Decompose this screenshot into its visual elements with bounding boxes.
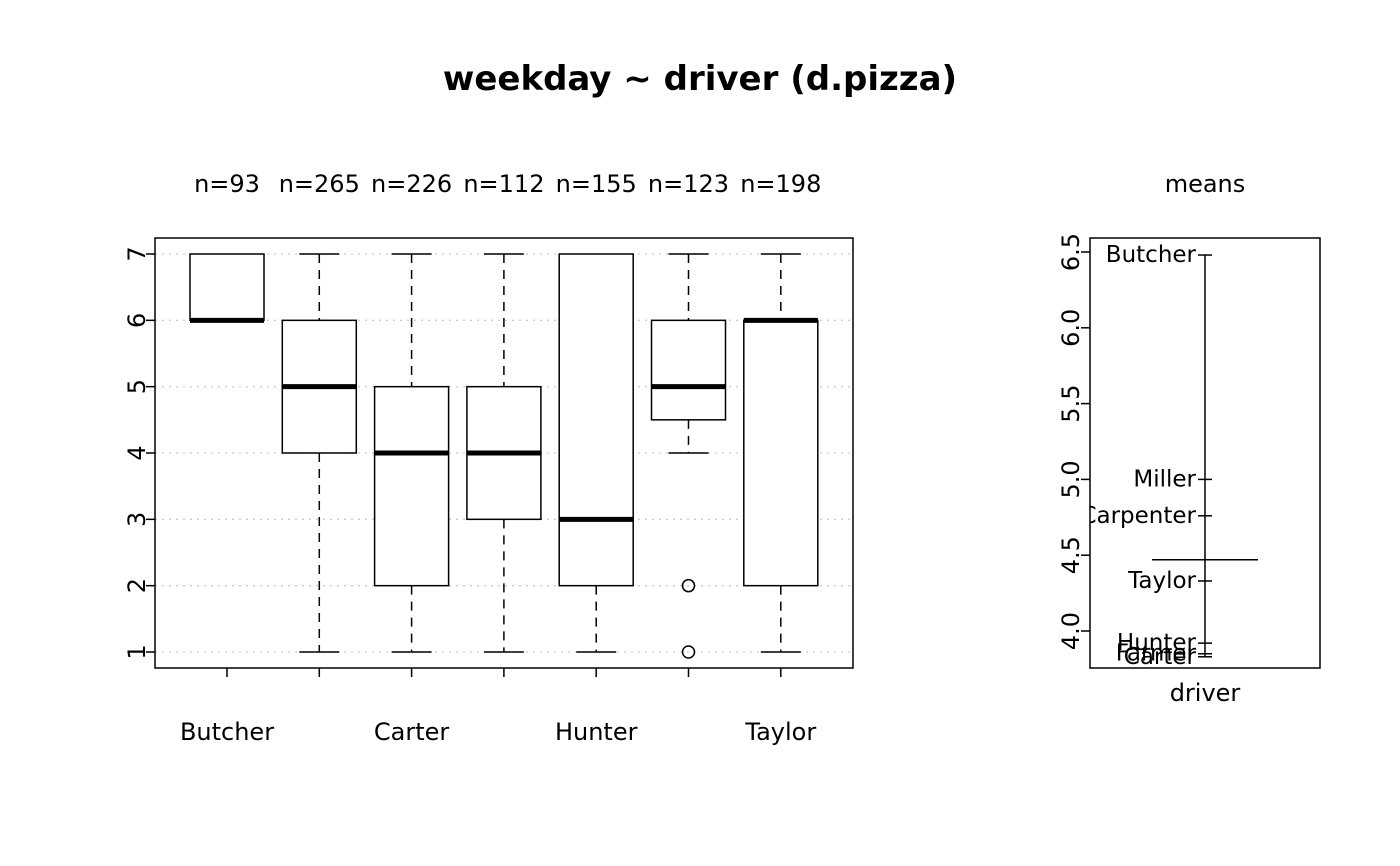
box-farmer: [466, 253, 542, 653]
box-miller: [650, 253, 727, 659]
mean-marker-carpenter: Carpenter: [1080, 503, 1212, 529]
count-label: n=226: [371, 170, 452, 198]
gridlines: [155, 253, 853, 653]
box-taylor: [743, 253, 819, 653]
iqr-box: [743, 319, 819, 587]
y-tick-label: 5: [123, 379, 151, 394]
mean-label: Carpenter: [1080, 503, 1196, 529]
means-panel: means driver 4.0 4.5 5.0 5.5 6.0 6.5 Butcher Mill…: [1057, 170, 1321, 707]
x-tick-label: Butcher: [180, 718, 274, 746]
outlier-point: [681, 578, 696, 593]
count-label: n=112: [463, 170, 544, 198]
mean-marker-butcher: Butcher: [1106, 242, 1212, 268]
boxplot-panel: 1 2 3 4 5 6 7 Butcher Carter Hunter Taylor n=93 n=26…: [123, 170, 854, 746]
box-butcher: [189, 253, 265, 323]
count-label: n=265: [279, 170, 360, 198]
y-tick-label: 4.0: [1057, 612, 1085, 650]
count-label: n=155: [556, 170, 637, 198]
mean-marker-carter: Carter: [1124, 644, 1212, 670]
box-carter: [373, 253, 450, 653]
x-axis: Butcher Carter Hunter Taylor: [180, 668, 816, 746]
y-tick-label: 5.5: [1057, 385, 1085, 423]
mean-label: Hunter: [1117, 630, 1197, 656]
y-tick-label: 6: [123, 313, 151, 328]
y-tick-label: 4.5: [1057, 536, 1085, 574]
x-tick-label: Hunter: [555, 718, 638, 746]
mean-marker-taylor: Taylor: [1127, 568, 1212, 594]
y-tick-label: 7: [123, 246, 151, 261]
mean-marker-miller: Miller: [1133, 466, 1212, 492]
count-label: n=198: [740, 170, 821, 198]
count-label: n=123: [648, 170, 729, 198]
x-tick-label: Taylor: [744, 718, 816, 746]
box-carpenter: [281, 253, 358, 653]
y-axis: 1 2 3 4 5 6 7: [123, 246, 155, 660]
mean-marker-farmer: Farmer: [1116, 641, 1212, 667]
y-tick-label: 6.0: [1057, 309, 1085, 347]
y-tick-label: 2: [123, 578, 151, 593]
iqr-box: [189, 253, 265, 322]
means-panel-title: means: [1165, 170, 1246, 198]
mean-label: Taylor: [1127, 568, 1196, 594]
count-labels: n=93 n=265 n=226 n=112 n=155 n=123 n=198: [194, 170, 821, 198]
mean-markers: Butcher Miller Carpenter Taylor HunterFarmer…: [1080, 242, 1212, 670]
mean-label: Miller: [1133, 466, 1196, 492]
y-tick-label: 6.5: [1057, 233, 1085, 271]
mean-label: Butcher: [1106, 242, 1197, 268]
iqr-box: [650, 319, 727, 421]
count-label: n=93: [194, 170, 260, 198]
y-tick-label: 4: [123, 445, 151, 460]
iqr-box: [558, 253, 634, 587]
outlier-point: [681, 645, 696, 659]
x-tick-label: Carter: [374, 718, 450, 746]
mean-marker-hunter: Hunter: [1117, 630, 1212, 656]
means-y-axis: 4.0 4.5 5.0 5.5 6.0 6.5: [1057, 233, 1090, 650]
figure-title: weekday ~ driver (d.pizza): [442, 59, 958, 99]
means-frame: [1089, 237, 1321, 669]
mean-label: Farmer: [1116, 641, 1197, 667]
iqr-box: [373, 385, 450, 587]
mean-label: Carter: [1124, 644, 1197, 670]
y-tick-label: 1: [123, 644, 151, 659]
y-tick-label: 3: [123, 512, 151, 527]
means-x-label: driver: [1170, 679, 1241, 707]
box-hunter: [558, 253, 634, 653]
y-tick-label: 5.0: [1057, 460, 1085, 498]
